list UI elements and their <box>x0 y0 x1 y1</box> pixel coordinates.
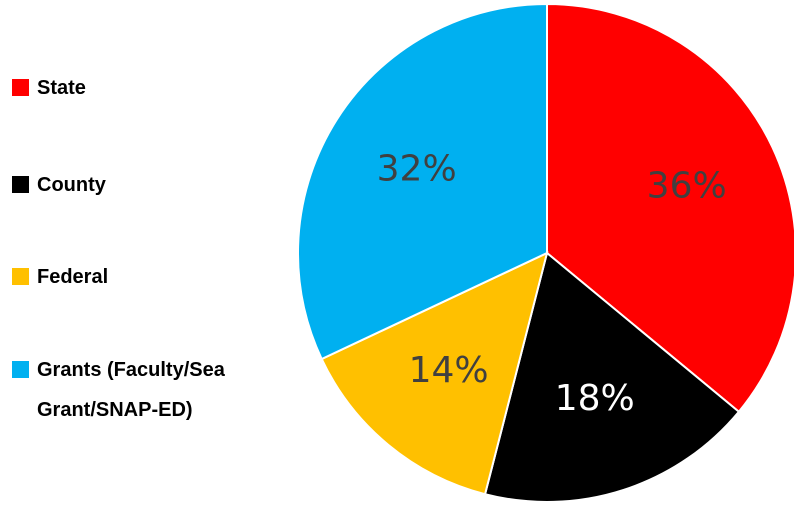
data-label: 32% <box>377 148 457 189</box>
pie-slice <box>297 2 548 361</box>
legend-label: State <box>37 77 86 99</box>
pie-slice <box>320 251 549 496</box>
legend-swatch <box>12 361 29 378</box>
legend-item: Grants (Faculty/Sea Grant/SNAP-ED) <box>12 350 312 430</box>
legend-label: Federal <box>37 266 109 288</box>
pie-slice <box>483 251 741 503</box>
legend-item: State <box>12 68 312 108</box>
legend-item: County <box>12 165 312 205</box>
pie-slice <box>546 2 794 414</box>
data-label: 18% <box>555 378 635 419</box>
legend-swatch <box>12 79 29 96</box>
data-label: 36% <box>647 165 727 206</box>
legend-swatch <box>12 268 29 285</box>
legend-label: Grants (Faculty/Sea Grant/SNAP-ED) <box>37 359 225 421</box>
legend-item: Federal <box>12 257 312 297</box>
legend-label: County <box>37 174 106 196</box>
legend-swatch <box>12 176 29 193</box>
data-label: 14% <box>409 350 489 391</box>
